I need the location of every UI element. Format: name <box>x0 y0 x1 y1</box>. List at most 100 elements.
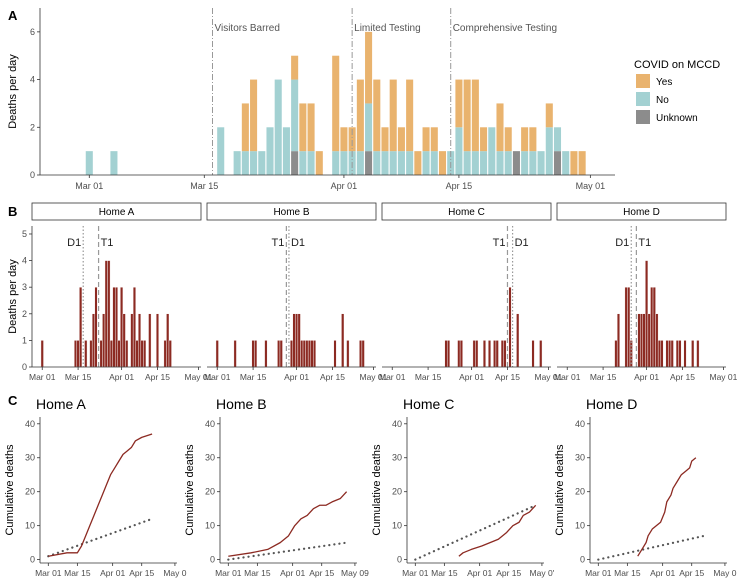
ytick-label: 0 <box>580 555 585 565</box>
ytick-label: 40 <box>575 419 585 429</box>
d1-label: D1 <box>291 237 305 249</box>
bar-a-yes <box>480 127 488 152</box>
bar-a-yes <box>529 127 537 152</box>
bar-a-no <box>274 79 282 175</box>
chart-ylabel: Cumulative deaths <box>184 444 196 536</box>
bar-b <box>627 286 631 368</box>
bar-a-no <box>373 151 381 175</box>
xtick-label: Apr 15 <box>679 568 704 578</box>
panel-a-ylabel: Deaths per day <box>7 54 19 129</box>
panel-a-label: A <box>8 8 18 23</box>
xtick-label: Apr 01 <box>650 568 675 578</box>
bar-b <box>614 340 618 368</box>
ytick-label: 10 <box>205 521 215 531</box>
bar-b <box>40 340 44 368</box>
bar-b <box>290 340 293 368</box>
chart-title: Home B <box>216 396 267 412</box>
chart-ylabel: Cumulative deaths <box>4 444 16 536</box>
bar-b <box>444 340 448 368</box>
observed-line <box>458 504 537 557</box>
bar-b <box>346 340 350 368</box>
bar-a-yes <box>250 79 258 152</box>
bar-a-yes <box>430 127 438 152</box>
xtick-label: Mar 01 <box>585 568 612 578</box>
bar-a-yes <box>332 55 340 152</box>
bar-b <box>74 340 78 368</box>
bar-a-no <box>397 151 405 175</box>
xtick-label: Apr 01 <box>109 372 134 382</box>
bar-a-no <box>282 127 290 175</box>
observed-line <box>228 491 348 557</box>
bar-b <box>117 340 121 368</box>
xtick-label: May 01 <box>185 372 213 382</box>
bar-b <box>668 340 672 368</box>
bar-a-no <box>455 127 463 175</box>
ytick-label: 30 <box>575 453 585 463</box>
bar-b <box>251 340 255 368</box>
bar-b <box>112 286 116 368</box>
xtick-label: May 01 <box>576 181 606 191</box>
xtick-label: Mar 15 <box>64 568 91 578</box>
bar-b <box>166 313 170 368</box>
t1-label: T1 <box>638 237 651 249</box>
bar-a-yes <box>455 79 463 128</box>
bar-b <box>155 313 159 368</box>
bar-b <box>508 286 512 368</box>
ytick-label: 6 <box>30 27 35 37</box>
bar-b <box>313 340 317 368</box>
ytick-label: 5 <box>22 229 27 239</box>
legend-label: Yes <box>656 77 672 88</box>
xtick-label: Apr 01 <box>459 372 484 382</box>
bar-a-yes <box>291 55 299 80</box>
bar-a-no <box>332 151 340 175</box>
bar-a-no <box>299 151 307 175</box>
bar-b <box>264 340 268 368</box>
xtick-label: Apr 01 <box>634 372 659 382</box>
bar-b <box>310 340 314 368</box>
xtick-label: Mar 15 <box>65 372 92 382</box>
bar-a-yes <box>340 127 348 152</box>
xtick-label: Apr 01 <box>100 568 125 578</box>
bar-b <box>76 340 80 368</box>
bar-b <box>642 313 646 368</box>
bar-a-yes <box>463 79 471 152</box>
bar-b <box>475 340 479 368</box>
panel-b-label: B <box>8 204 17 219</box>
bar-a-no <box>529 151 537 175</box>
bar-b <box>94 286 98 368</box>
bar-b <box>163 340 167 368</box>
bar-a-no <box>266 127 274 175</box>
d1-label: D1 <box>515 237 529 249</box>
facet-strip <box>381 202 552 221</box>
legend-swatch <box>636 110 650 124</box>
chart-title: Home A <box>36 396 86 412</box>
xtick-label: Mar 15 <box>590 372 617 382</box>
bar-a-no <box>422 151 430 175</box>
bar-b <box>295 313 299 368</box>
bar-a-no <box>85 151 93 175</box>
bar-a-yes <box>422 127 430 152</box>
ytick-label: 0 <box>30 170 35 180</box>
bar-b <box>305 340 309 368</box>
ytick-label: 30 <box>205 453 215 463</box>
facet-3: Home D D1 T1 Mar 01 Mar 15 Apr 01 Apr 15 May 01 <box>554 202 738 382</box>
bar-b <box>616 313 620 368</box>
bar-a-no <box>463 151 471 175</box>
legend-label: Unknown <box>656 113 698 124</box>
ytick-label: 0 <box>22 362 27 372</box>
legend-swatch <box>636 92 650 106</box>
bar-b <box>115 286 118 368</box>
bar-b <box>645 260 649 368</box>
bar-b <box>495 340 499 368</box>
xtick-label: Apr 15 <box>446 181 473 191</box>
bar-b <box>120 286 124 368</box>
xtick-label: Apr 15 <box>129 568 154 578</box>
xtick-label: Mar 01 <box>402 568 429 578</box>
bar-b <box>215 340 219 368</box>
observed-line <box>637 457 697 557</box>
ytick-label: 0 <box>397 555 402 565</box>
